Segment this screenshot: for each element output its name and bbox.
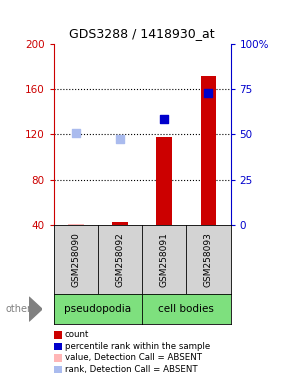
Point — [206, 89, 211, 96]
Bar — [68, 223, 84, 225]
Text: GSM258090: GSM258090 — [71, 232, 80, 286]
Text: cell bodies: cell bodies — [158, 304, 214, 314]
Title: GDS3288 / 1418930_at: GDS3288 / 1418930_at — [69, 27, 215, 40]
Bar — [157, 137, 172, 225]
Bar — [112, 222, 128, 225]
Text: value, Detection Call = ABSENT: value, Detection Call = ABSENT — [65, 353, 202, 362]
Text: GSM258091: GSM258091 — [160, 232, 169, 286]
Text: rank, Detection Call = ABSENT: rank, Detection Call = ABSENT — [65, 365, 197, 374]
Point — [162, 116, 166, 122]
Text: percentile rank within the sample: percentile rank within the sample — [65, 342, 210, 351]
Text: GSM258093: GSM258093 — [204, 232, 213, 286]
Text: GSM258092: GSM258092 — [115, 232, 124, 286]
Bar — [201, 76, 216, 225]
Text: pseudopodia: pseudopodia — [64, 304, 131, 314]
Text: other: other — [6, 304, 32, 314]
Text: count: count — [65, 330, 89, 339]
Point — [118, 136, 122, 142]
Polygon shape — [29, 297, 42, 321]
Point — [73, 130, 78, 136]
